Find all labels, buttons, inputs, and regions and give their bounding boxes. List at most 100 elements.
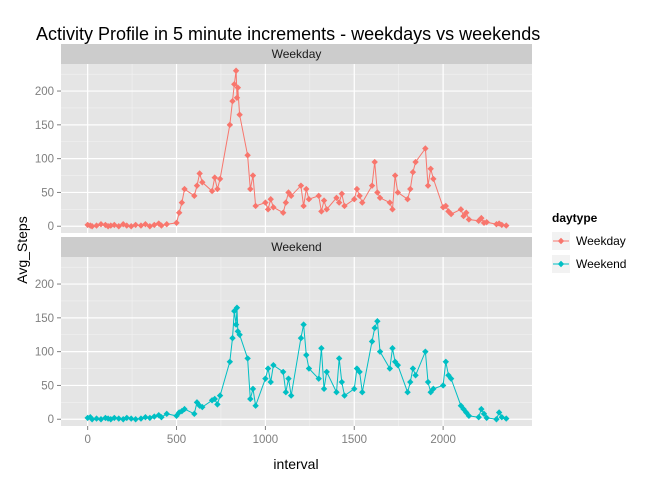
weekday-data-point [389,206,396,213]
weekend-data-point [333,389,340,396]
weekday-data-point [173,219,180,227]
weekday-data-point [404,196,411,203]
weekday-data-point [181,185,188,193]
weekend-data-point [368,338,376,345]
weekend-data-point [465,412,473,420]
weekday-data-point [335,199,343,206]
weekday-data-point [231,81,238,88]
y-tick-label: 150 [35,120,54,132]
weekday-data-point [247,185,254,193]
weekday-data-point [407,185,414,193]
weekend-data-point [208,397,216,404]
weekend-data-point [285,375,292,382]
weekend-data-point [111,414,118,422]
weekend-data-point [439,382,447,389]
weekday-data-point [163,221,170,228]
x-tick-label: 1500 [341,434,367,446]
weekday-data-point [282,199,290,206]
weekend-data-point [297,334,305,342]
weekend-data-point [374,318,381,325]
weekday-data-point [208,187,216,195]
legend-label-weekday: Weekday [576,234,626,248]
weekend-data-point [315,375,322,382]
weekday-data-point [244,152,251,159]
weekend-data-point [249,385,257,393]
weekday-data-point [371,158,378,166]
weekday-data-point [287,192,295,200]
y-tick-label: 200 [35,86,54,98]
weekday-data-point [359,199,366,206]
weekday-data-point [457,206,465,213]
weekday-data-point [394,189,402,196]
weekday-strip [61,44,532,64]
weekend-data-point [158,414,165,421]
weekday-data-point [503,222,510,229]
weekday-data-point [351,196,358,203]
weekday-data-point [300,202,307,210]
weekend-data-point [236,331,243,338]
weekend-data-point [475,414,482,421]
weekday-data-point [229,97,236,105]
weekend-data-point [376,348,384,355]
weekday-data-point [303,185,310,193]
weekday-data-point [353,185,361,193]
y-tick-label: 100 [35,154,54,166]
weekend-data-point [193,399,201,406]
weekday-data-point [262,199,269,206]
weekday-data-point [102,221,109,229]
weekend-data-point [163,410,170,418]
weekday-data-point [409,168,417,176]
weekend-data-point [335,355,343,362]
x-axis-title: interval [273,456,318,472]
chart-title: Activity Profile in 5 minute increments … [36,24,540,44]
weekday-data-point [199,179,206,186]
weekend-data-point [430,385,437,393]
weekday-data-point [84,221,91,229]
weekday-data-point [341,202,348,210]
weekday-data-point [483,218,490,226]
weekday-data-point [234,84,242,91]
weekend-data-point [282,389,290,396]
weekday-data-point [442,202,449,210]
weekday-data-point [430,175,437,183]
legend-key-point [557,260,565,268]
weekday-data-point [236,111,243,118]
x-tick-label: 2000 [430,434,456,446]
weekend-data-point [338,378,346,386]
weekday-data-point [315,192,322,200]
weekday-data-point [123,222,130,229]
weekend-data-point [386,365,394,372]
weekday-data-point [279,209,287,216]
weekend-data-point [181,405,188,413]
y-tick-label: 0 [48,414,54,426]
weekday-data-point [97,221,105,228]
weekday-data-point [88,223,96,230]
weekend-data-point [323,368,330,376]
weekend-data-point [303,351,310,359]
y-tick-label: 150 [35,313,54,325]
weekday-data-point [305,196,313,203]
weekday-data-point [391,172,399,179]
weekday-data-point [175,209,183,216]
weekday-data-point [338,190,346,197]
weekday-data-point [376,194,384,202]
weekend-data-point [244,355,251,362]
weekend-data-point [447,375,455,382]
weekday-data-point [216,175,224,183]
weekend-data-point [233,304,241,311]
weekend-data-point [234,328,242,335]
weekday-data-point [111,221,118,229]
weekend-data-point [371,324,378,332]
weekday-data-point [498,221,505,229]
weekday-data-point [193,182,201,189]
weekend-data-point [318,345,325,352]
weekday-data-point [368,182,376,189]
weekday-data-point [214,185,221,193]
weekday-data-point [226,121,234,129]
weekend-strip-label: Weekend [271,240,321,254]
weekday-data-point [115,223,122,230]
weekday-panel: Weekday 0 50 100 150 200 [35,44,532,233]
weekday-data-point [142,221,149,228]
weekend-data-point [104,415,112,422]
weekday-data-point [191,192,198,200]
